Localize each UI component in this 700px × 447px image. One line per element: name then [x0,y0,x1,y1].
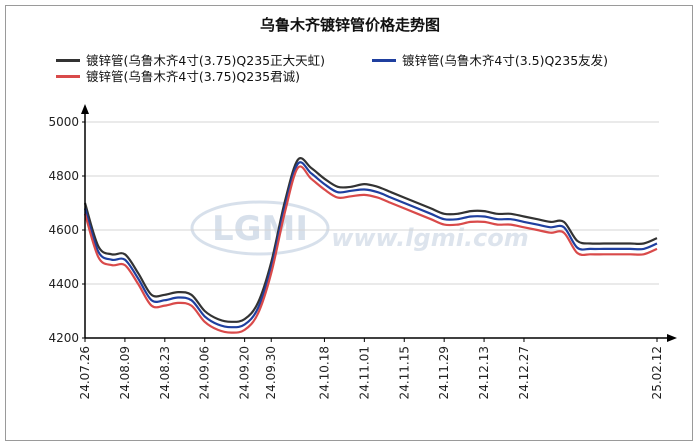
x-tick-label-24.09.06: 24.09.06 [198,346,212,399]
x-tick-label-24.11.29: 24.11.29 [437,346,451,399]
legend-swatch-zhengda [56,59,80,62]
x-tick-label-24.09.20: 24.09.20 [238,346,252,399]
x-tick-label-24.12.13: 24.12.13 [477,346,491,399]
x-tick-label-24.09.30: 24.09.30 [264,346,278,399]
chart-title: 乌鲁木齐镀锌管价格走势图 [259,16,440,34]
svg-text:www.lgmi.com: www.lgmi.com [331,224,529,252]
y-axis-arrow [81,104,89,114]
x-tick-label-25.02.12: 25.02.12 [650,346,664,399]
y-tick-label-4800: 4800 [48,169,79,183]
y-tick-label-4200: 4200 [48,331,79,345]
watermark-logo: LGMI www.lgmi.com [190,200,529,256]
svg-text:LGMI: LGMI [212,209,308,249]
legend-label-juncheng: 镀锌管(乌鲁木齐4寸(3.75)Q235君诚) [86,69,300,84]
x-tick-label-24.12.27: 24.12.27 [517,346,531,399]
series-line-youfa [83,161,658,329]
series-line-juncheng [83,165,658,334]
x-tick-label-24.07.26: 24.07.26 [78,346,92,399]
x-tick-label-24.08.23: 24.08.23 [158,346,172,399]
x-axis-arrow [667,334,677,342]
legend-swatch-youfa [372,59,396,62]
x-tick-label-24.08.09: 24.08.09 [118,346,132,399]
legend-label-youfa: 镀锌管(乌鲁木齐4寸(3.5)Q235友发) [402,53,609,68]
series-line-zhengda [83,157,658,323]
legend-item-zhengda: 镀锌管(乌鲁木齐4寸(3.75)Q235正大天虹) [56,50,325,69]
y-tick-label-5000: 5000 [48,115,79,129]
legend-item-youfa: 镀锌管(乌鲁木齐4寸(3.5)Q235友发) [372,50,608,69]
legend-item-juncheng: 镀锌管(乌鲁木齐4寸(3.75)Q235君诚) [56,66,300,85]
legend-swatch-juncheng [56,75,80,78]
x-tick-label-24.10.18: 24.10.18 [317,346,331,399]
y-tick-label-4600: 4600 [48,223,79,237]
y-tick-label-4400: 4400 [48,277,79,291]
legend-label-zhengda: 镀锌管(乌鲁木齐4寸(3.75)Q235正大天虹) [86,53,325,68]
chart-frame [5,5,693,441]
x-tick-label-24.11.15: 24.11.15 [397,346,411,399]
x-tick-label-24.11.01: 24.11.01 [357,346,371,399]
